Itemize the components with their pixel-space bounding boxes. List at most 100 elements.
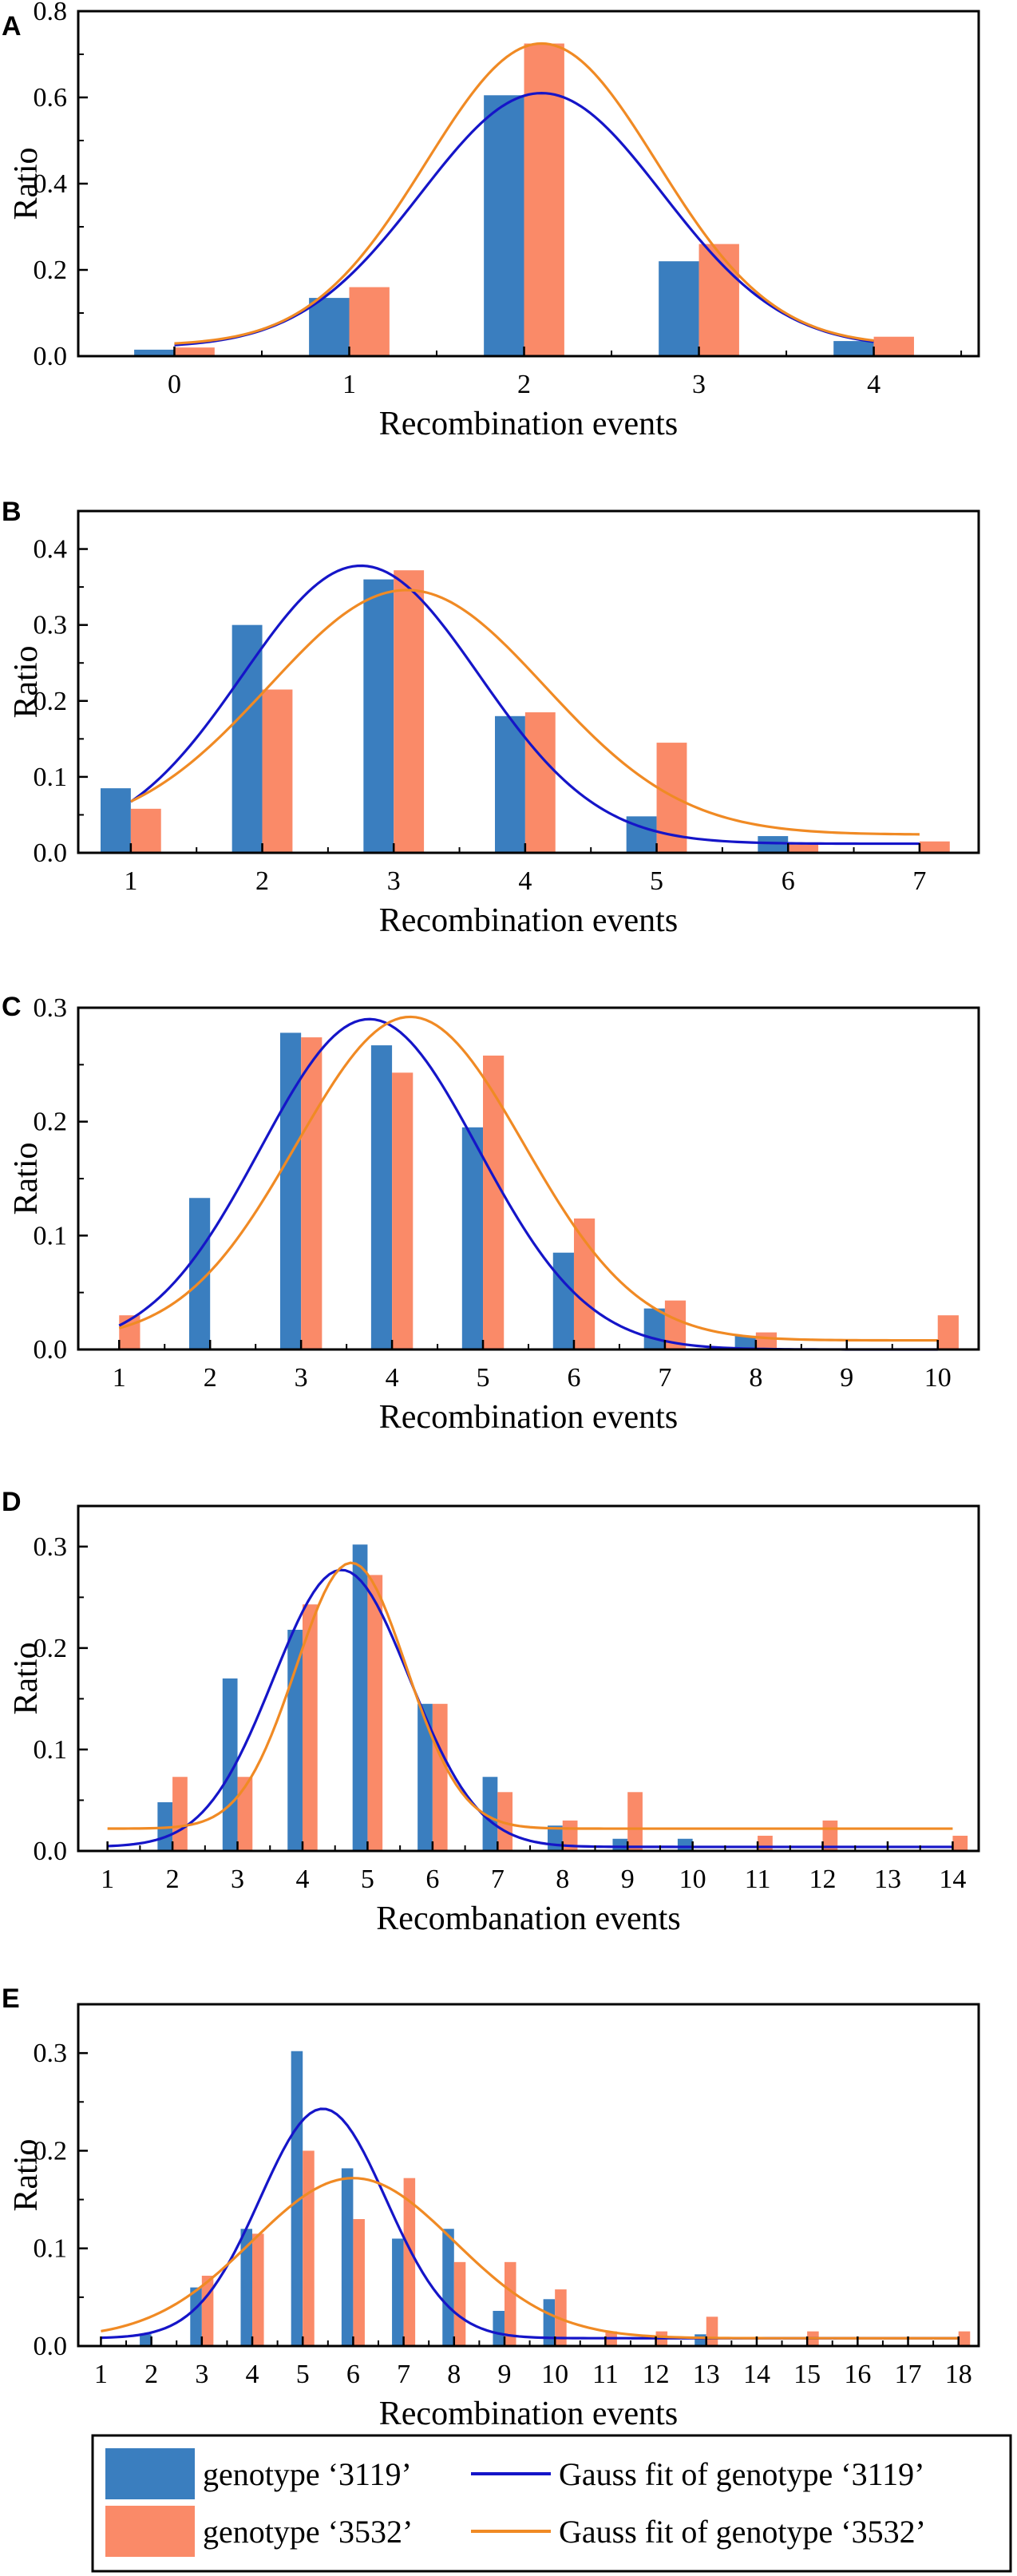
bar-3119-9 [493, 2310, 505, 2346]
bar-3532-7 [919, 841, 950, 853]
bar-3119-3 [279, 1032, 302, 1349]
x-tick-label: 12 [809, 1865, 837, 1894]
bar-3532-11 [758, 1835, 773, 1851]
x-tick-label: 2 [204, 1363, 217, 1393]
y-tick-label: 0.0 [34, 838, 68, 868]
y-axis-title: Ratio [8, 1643, 45, 1715]
y-tick-label: 0.3 [34, 993, 68, 1023]
x-tick-label: 8 [447, 2360, 461, 2389]
bar-3532-10 [937, 1315, 959, 1349]
bar-3532-2 [172, 1777, 188, 1851]
bar-3532-14 [952, 1835, 968, 1851]
plot-frame [77, 1006, 980, 1351]
bar-3532-5 [483, 1055, 505, 1349]
y-tick-label: 0.1 [34, 1221, 68, 1250]
bar-3119-4 [833, 341, 874, 356]
x-tick-label: 10 [679, 1865, 706, 1894]
x-tick-label: 6 [782, 866, 795, 896]
bar-3532-4 [302, 1604, 318, 1851]
x-tick-label: 2 [144, 2360, 158, 2389]
y-tick-label: 0.0 [34, 2332, 68, 2361]
bar-3119-7 [482, 1777, 498, 1851]
gauss-fit-3532-line [118, 1015, 938, 1342]
y-tick-label: 0.4 [34, 169, 68, 199]
bar-3119-4 [287, 1630, 303, 1851]
bar-3532-9 [504, 2261, 516, 2346]
bar-3119-3 [190, 2287, 202, 2346]
legend-label-fit-3119: Gauss fit of genotype ‘3119’ [559, 2456, 924, 2492]
chart-panel-d: D0.00.10.20.31 2 3 4 5 6 7 8 9 10 11 12 13 14Recomban… [2, 1487, 980, 1937]
y-axis-title: Ratio [8, 2139, 45, 2212]
y-tick-label: 0.8 [34, 0, 68, 26]
bar-3532-0 [174, 347, 215, 356]
x-tick-label: 15 [793, 2360, 821, 2389]
bar-3119-3 [363, 579, 394, 853]
x-tick-label: 3 [231, 1865, 244, 1894]
x-tick-label: 6 [346, 2360, 360, 2389]
bar-3119-6 [552, 1252, 574, 1349]
x-tick-label: 3 [387, 866, 401, 896]
bar-3532-8 [453, 2261, 466, 2346]
legend-label-bar-3119: genotype ‘3119’ [203, 2456, 412, 2492]
bar-3119-4 [240, 2229, 253, 2346]
x-tick-label: 7 [658, 1363, 671, 1393]
bar-3532-18 [958, 2331, 971, 2346]
bar-3119-6 [341, 2168, 354, 2346]
x-tick-label: 10 [924, 1363, 952, 1393]
bar-3532-6 [788, 843, 819, 853]
bar-3532-2 [524, 43, 564, 356]
y-tick-label: 0.2 [34, 256, 68, 285]
x-axis-title: Recombination events [379, 1399, 678, 1436]
x-tick-label: 3 [295, 1363, 308, 1393]
x-tick-label: 3 [195, 2360, 208, 2389]
x-tick-label: 9 [840, 1363, 853, 1393]
gauss-fit-3532-line [130, 589, 920, 836]
bar-3119-6 [417, 1703, 433, 1851]
x-tick-label: 7 [491, 1865, 505, 1894]
x-tick-label: 13 [874, 1865, 901, 1894]
bar-3532-5 [303, 2150, 315, 2346]
y-tick-label: 0.0 [34, 1335, 68, 1365]
x-tick-label: 5 [650, 866, 663, 896]
bar-3119-8 [442, 2229, 454, 2346]
x-tick-label: 4 [295, 1865, 309, 1894]
y-tick-label: 0.0 [34, 342, 68, 371]
x-tick-label: 6 [425, 1865, 439, 1894]
x-tick-label: 7 [912, 866, 926, 896]
bar-3119-6 [758, 836, 789, 853]
gauss-fit-3119-line [107, 1568, 953, 1849]
bar-3119-13 [694, 2334, 706, 2346]
panel-letter: B [2, 497, 22, 527]
x-tick-label: 10 [541, 2360, 568, 2389]
y-tick-label: 0.3 [34, 611, 68, 640]
x-tick-label: 11 [592, 2360, 619, 2389]
chart-panel-c: C 0.0 0.1 0.2 0.3 1 2 3 4 5 6 7 8 9 10 Recombination ev… [2, 992, 980, 1436]
bar-3532-13 [706, 2316, 718, 2346]
bar-3532-4 [524, 712, 556, 853]
bar-3532-4 [873, 336, 914, 356]
bar-3119-4 [370, 1045, 393, 1349]
bar-3532-5 [367, 1575, 383, 1851]
legend-swatch-bar-3532 [105, 2506, 195, 2557]
plot-frame [77, 509, 980, 854]
x-tick-label: 7 [397, 2360, 410, 2389]
bar-3119-1 [100, 788, 131, 853]
bar-3532-3 [394, 570, 425, 853]
chart-panel-e: E0.00.10.20.31 2 3 4 5 6 7 8 9 10 11 12 13 14 15 16 17 18… [2, 1984, 980, 2432]
x-tick-label: 1 [101, 1865, 114, 1894]
x-tick-label: 13 [693, 2360, 720, 2389]
plot-frame [77, 1504, 980, 1853]
bar-3532-6 [432, 1703, 448, 1851]
panel-letter: D [2, 1487, 22, 1517]
legend-label-fit-3532: Gauss fit of genotype ‘3532’ [559, 2514, 926, 2550]
bar-3119-4 [495, 715, 525, 853]
x-tick-label: 8 [556, 1865, 569, 1894]
legend-label-bar-3532: genotype ‘3532’ [203, 2514, 413, 2550]
bar-3532-4 [252, 2233, 264, 2346]
bar-3532-3 [237, 1777, 253, 1851]
y-tick-label: 0.1 [34, 2234, 68, 2264]
bar-3532-4 [392, 1072, 414, 1349]
x-tick-label: 16 [844, 2360, 871, 2389]
x-tick-label: 0 [168, 370, 181, 399]
